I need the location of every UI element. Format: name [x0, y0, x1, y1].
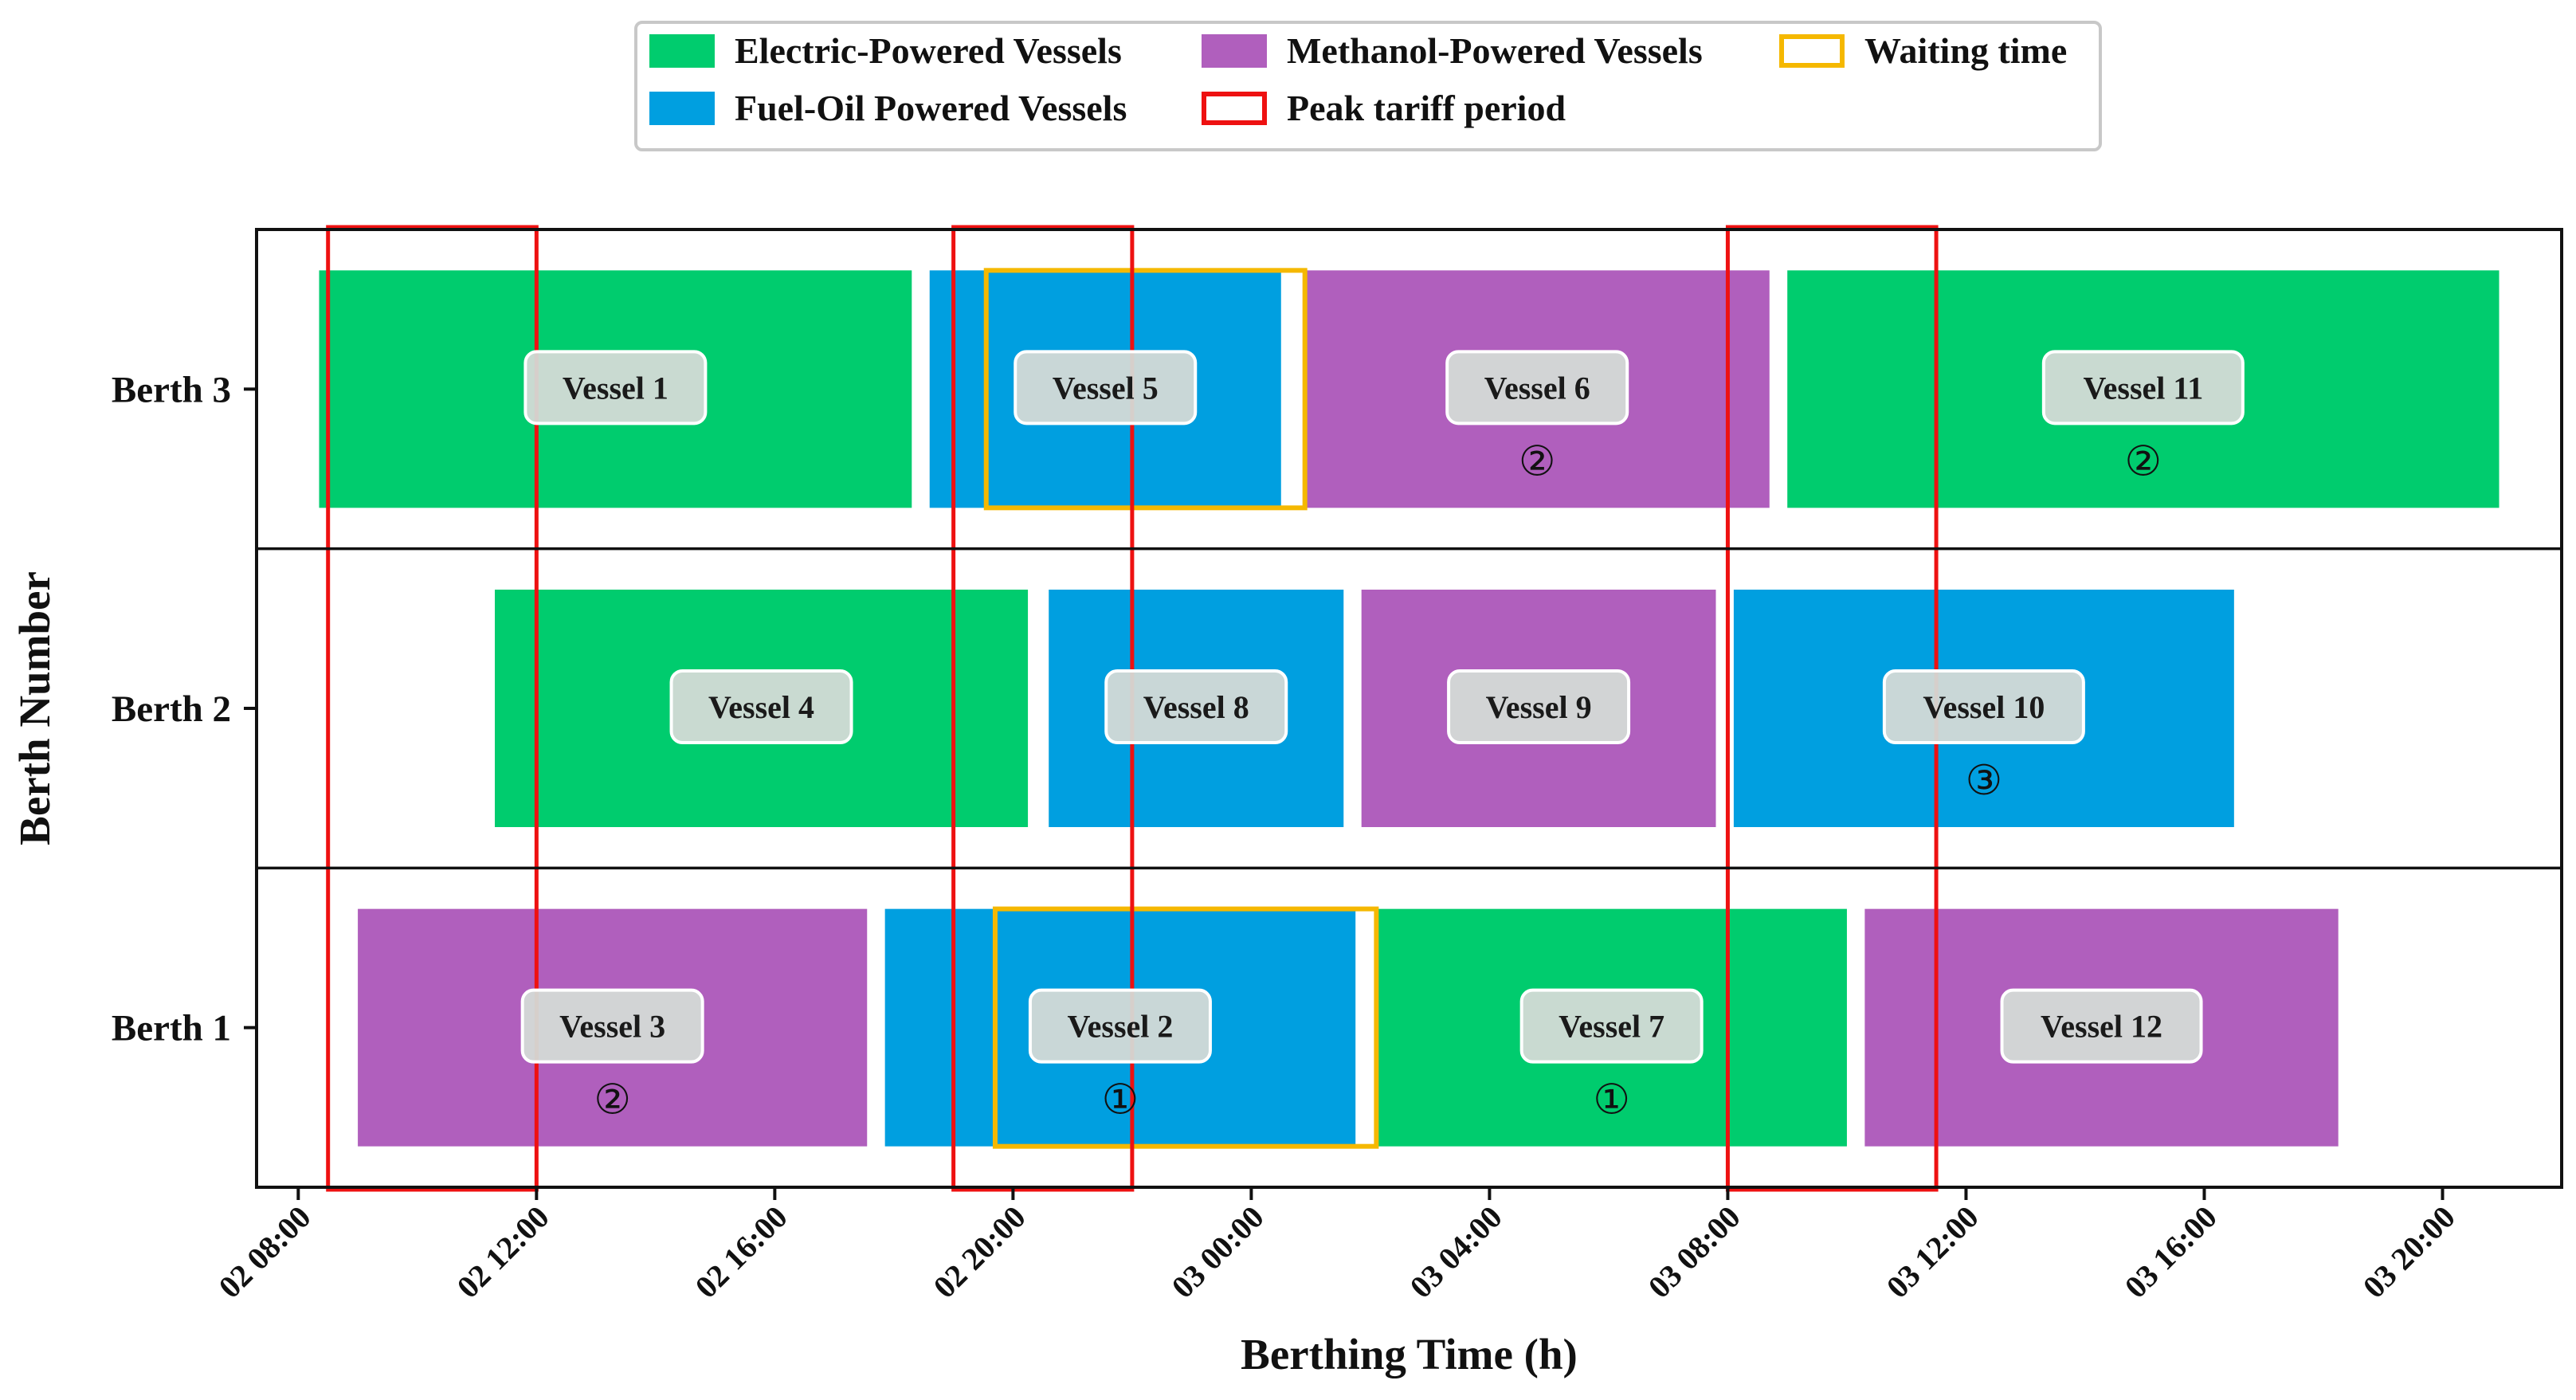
- vessel-labels: Vessel 1 Vessel 5 Vessel 6 ② Vessel 11 ② Vesse…: [520, 350, 2245, 1124]
- vessel-label-10: Vessel 2: [1067, 1009, 1173, 1045]
- vessel-label-4: Vessel 11: [2083, 370, 2203, 406]
- vessel-label-6: Vessel 8: [1143, 689, 1249, 725]
- legend-label-fuel_oil: Fuel-Oil Powered Vessels: [735, 88, 1127, 128]
- vessel-label-8: Vessel 10: [1923, 689, 2045, 725]
- legend-swatch-methanol: [1202, 34, 1267, 68]
- waiting-box-2: [992, 906, 1379, 1149]
- y-tick-label-2: Berth 2: [112, 688, 231, 730]
- vessel-marker-3: ②: [1519, 437, 1556, 485]
- vessel-label-7: Vessel 9: [1486, 689, 1592, 725]
- vessel-label-box-12: [2000, 988, 2203, 1064]
- vessel-label-9: Vessel 3: [559, 1009, 665, 1045]
- vessel-marker-10: ①: [1102, 1076, 1139, 1124]
- legend-swatch-electric: [649, 34, 715, 68]
- vessel-label-2: Vessel 5: [1053, 370, 1159, 406]
- legend: Electric-Powered Vessels Methanol-Powered…: [634, 21, 2102, 151]
- legend-swatch-fuel_oil: [649, 92, 715, 125]
- vessel-marker-4: ②: [2125, 437, 2162, 485]
- vessel-label-box-8: [1882, 669, 2085, 744]
- waiting-box-1: [983, 268, 1308, 511]
- x-tick-label-6: 03 04:00: [1403, 1199, 1509, 1305]
- vessel-label-box-5: [669, 669, 853, 744]
- x-tick-label-2: 02 12:00: [450, 1199, 556, 1305]
- y-tick-label-3: Berth 3: [112, 369, 231, 410]
- x-tick-label-4: 02 20:00: [927, 1199, 1033, 1305]
- legend-label-waiting: Waiting time: [1864, 30, 2067, 71]
- legend-label-electric: Electric-Powered Vessels: [735, 30, 1122, 71]
- vessel-label-box-9: [520, 988, 704, 1064]
- vessel-marker-8: ③: [1966, 757, 2003, 805]
- vessel-label-box-2: [1014, 350, 1198, 425]
- vessel-label-box-4: [2041, 350, 2245, 425]
- vessel-marker-9: ②: [594, 1076, 631, 1124]
- legend-label-methanol: Methanol-Powered Vessels: [1287, 30, 1703, 71]
- vessel-label-box-1: [523, 350, 708, 425]
- x-tick-label-7: 03 08:00: [1641, 1199, 1747, 1305]
- vessel-label-box-10: [1028, 988, 1212, 1064]
- vessel-label-box-6: [1104, 669, 1288, 744]
- x-tick-label-1: 02 08:00: [212, 1199, 318, 1305]
- vessel-label-3: Vessel 6: [1484, 370, 1590, 406]
- vessel-label-box-7: [1447, 669, 1631, 744]
- x-tick-label-5: 03 00:00: [1165, 1199, 1271, 1305]
- x-tick-label-9: 03 16:00: [2118, 1199, 2224, 1305]
- vessel-label-1: Vessel 1: [563, 370, 669, 406]
- x-tick-label-3: 02 16:00: [688, 1199, 794, 1305]
- vessel-label-box-3: [1445, 350, 1629, 425]
- y-tick-label-1: Berth 1: [112, 1008, 231, 1049]
- x-tick-label-10: 03 20:00: [2356, 1199, 2462, 1305]
- legend-swatch-waiting: [1779, 34, 1845, 68]
- y-axis-title: Berth Number: [10, 571, 59, 845]
- vessel-marker-11: ①: [1593, 1076, 1630, 1124]
- x-tick-label-8: 03 12:00: [1880, 1199, 1986, 1305]
- vessel-label-box-11: [1519, 988, 1704, 1064]
- vessel-label-5: Vessel 4: [708, 689, 814, 725]
- x-axis-title: Berthing Time (h): [1241, 1330, 1578, 1378]
- vessel-bars: [319, 270, 2500, 1147]
- waiting-boxes: [983, 268, 1379, 1149]
- peak-box-1: [326, 225, 539, 1192]
- vessel-label-11: Vessel 7: [1559, 1009, 1664, 1045]
- vessel-label-12: Vessel 12: [2041, 1009, 2162, 1045]
- legend-frame: [634, 21, 2102, 151]
- legend-swatch-peak: [1202, 92, 1267, 125]
- legend-label-peak: Peak tariff period: [1287, 88, 1566, 128]
